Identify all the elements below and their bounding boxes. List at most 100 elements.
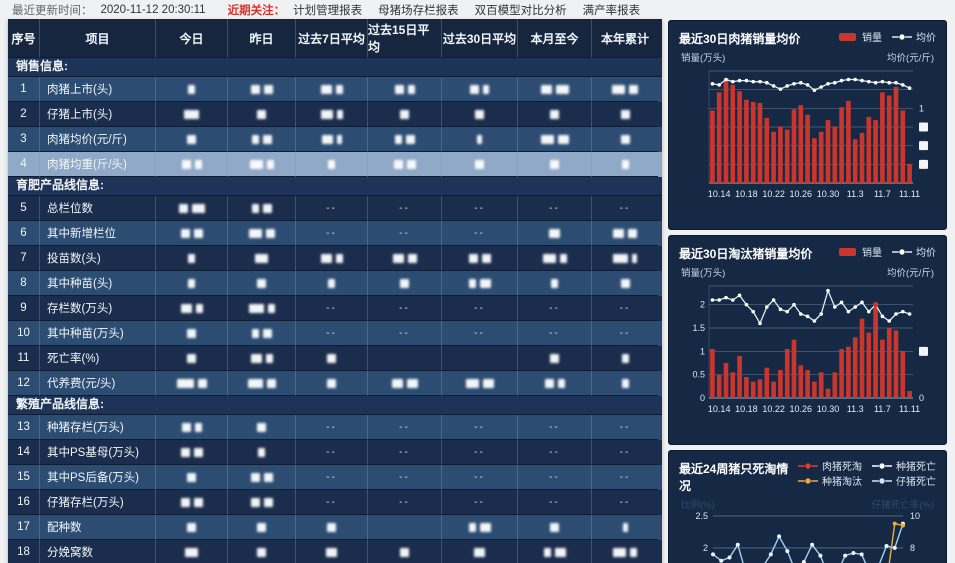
value-cell: [592, 271, 658, 296]
row-number: 7: [8, 246, 40, 271]
table-row[interactable]: 2 仔猪上市(头): [8, 102, 662, 127]
legend-item-肉猪死淘[interactable]: 肉猪死淘: [798, 459, 862, 473]
table-row[interactable]: 6 其中新增栏位 -- -- --: [8, 221, 662, 246]
redacted-value: [544, 378, 554, 388]
axis-labels-row: 销量(万头) 均价(元/斤): [679, 47, 936, 65]
axis-labels-row: 比例(%) 仔猪死亡率(%): [679, 494, 936, 512]
redacted-value: [320, 84, 332, 94]
legend-item-销量[interactable]: 销量: [838, 244, 882, 259]
line-point: [724, 77, 728, 82]
redacted-value: [267, 303, 275, 313]
table-row[interactable]: 18 分娩窝数: [8, 540, 662, 563]
legend-item-均价[interactable]: 均价: [892, 29, 936, 44]
line-point: [778, 87, 783, 91]
legend-item-种猪淘汰[interactable]: 种猪淘汰: [798, 474, 862, 488]
redacted-value: [193, 447, 203, 457]
row-label: 配种数: [40, 515, 156, 540]
redacted-value: [630, 547, 637, 557]
line-point: [778, 307, 783, 312]
table-row[interactable]: 14 其中PS基母(万头) -- -- -- -- --: [8, 440, 662, 465]
value-cell: [156, 127, 228, 152]
line-dot-legend-icon: [872, 462, 892, 469]
table-row[interactable]: 8 其中种苗(头): [8, 271, 662, 296]
bar: [757, 103, 763, 183]
redacted-axis-tick: [919, 122, 928, 132]
redacted-value: [405, 134, 415, 144]
value-cell: [592, 246, 658, 271]
redacted-value: [470, 84, 479, 94]
bar: [737, 356, 742, 398]
value-cell: --: [518, 465, 592, 490]
report-link-4[interactable]: 满产率报表: [582, 4, 641, 17]
redacted-value: [320, 109, 333, 119]
bar: [893, 87, 899, 183]
table-row[interactable]: 9 存栏数(万头) -- -- -- -- --: [8, 296, 662, 321]
value-cell: [518, 246, 592, 271]
redacted-value: [321, 134, 333, 144]
line-point: [867, 79, 871, 84]
redacted-value: [394, 134, 402, 144]
legend-item-种猪死亡[interactable]: 种猪死亡: [872, 459, 936, 473]
redacted-value: [250, 353, 262, 363]
row-label: 其中种苗(头): [40, 271, 156, 296]
legend-item-均价[interactable]: 均价: [892, 244, 936, 259]
table-row[interactable]: 3 肉猪均价(元/斤): [8, 127, 662, 152]
table-row[interactable]: 4 肉猪均重(斤/头): [8, 152, 662, 177]
table-row[interactable]: 16 仔猪存栏(万头) -- -- -- -- --: [8, 490, 662, 515]
report-link-3[interactable]: 双百模型对比分析: [474, 4, 567, 17]
redacted-value: [620, 278, 630, 288]
value-cell: [592, 127, 658, 152]
redacted-value: [257, 522, 266, 532]
row-label: 仔猪存栏(万头): [40, 490, 156, 515]
series-point-仔猪死亡: [735, 542, 740, 547]
x-axis-tick-label: 10.18: [735, 189, 758, 199]
table-row[interactable]: 17 配种数: [8, 515, 662, 540]
bar-line-chart: 0 0 0.5 1 1.5 2 10.14 10.18 10.22 10.26 10.30 11.3 1…: [692, 285, 928, 414]
bar: [771, 131, 776, 183]
table-row[interactable]: 7 投苗数(头): [8, 246, 662, 271]
redacted-value: [257, 422, 266, 432]
column-header: 本年累计: [592, 19, 658, 58]
redacted-value: [336, 109, 343, 119]
table-row[interactable]: 11 死亡率(%): [8, 346, 662, 371]
table-row[interactable]: 12 代养费(元/头): [8, 371, 662, 396]
redacted-value: [247, 378, 263, 388]
row-number: 16: [8, 490, 40, 515]
row-number: 12: [8, 371, 40, 396]
bar: [798, 105, 804, 183]
line-point: [894, 80, 898, 85]
value-cell: [368, 346, 442, 371]
y-right-axis-label: 仔猪死亡率(%): [871, 500, 934, 511]
value-cell: --: [442, 196, 518, 221]
series-point-仔猪死亡: [777, 534, 782, 539]
table-row[interactable]: 1 肉猪上市(头): [8, 77, 662, 102]
row-number: 10: [8, 321, 40, 346]
value-cell: [368, 102, 442, 127]
table-row[interactable]: 10 其中种苗(万头) -- -- -- -- --: [8, 321, 662, 346]
table-row[interactable]: 15 其中PS后备(万头) -- -- -- -- --: [8, 465, 662, 490]
table-row[interactable]: 5 总栏位数 -- -- -- -- --: [8, 196, 662, 221]
redacted-value: [258, 447, 265, 457]
bar: [846, 346, 851, 398]
legend-item-销量[interactable]: 销量: [838, 29, 882, 44]
value-cell: --: [518, 196, 592, 221]
redacted-value: [400, 547, 409, 557]
value-cell: [228, 490, 296, 515]
redacted-value: [613, 547, 626, 557]
redacted-value: [336, 134, 342, 144]
value-cell: [228, 221, 296, 246]
table-row[interactable]: 13 种猪存栏(万头) -- -- -- -- --: [8, 415, 662, 440]
bar: [825, 120, 831, 183]
redacted-value: [187, 522, 196, 532]
redacted-value: [335, 84, 343, 94]
report-link-2[interactable]: 母猪场存栏报表: [378, 4, 459, 17]
redacted-value: [550, 522, 559, 532]
report-link-1[interactable]: 计划管理报表: [293, 4, 363, 17]
redacted-value: [250, 472, 260, 482]
line-point: [887, 319, 891, 323]
value-cell: --: [592, 321, 658, 346]
line-point: [907, 86, 912, 90]
redacted-axis-tick: [919, 159, 928, 169]
value-cell: [296, 152, 368, 177]
legend-item-仔猪死亡[interactable]: 仔猪死亡: [872, 474, 936, 488]
